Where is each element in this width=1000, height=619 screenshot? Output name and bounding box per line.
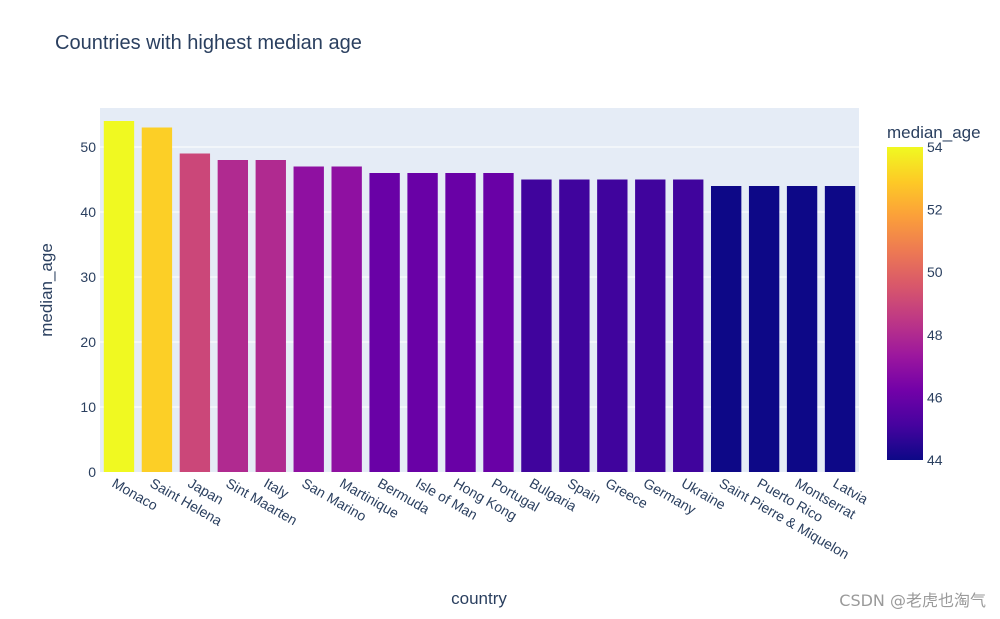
bar (597, 179, 628, 472)
y-tick-label: 10 (80, 399, 96, 415)
colorbar-ticks: 44 46 48 50 52 54 (927, 139, 943, 468)
bar (331, 166, 362, 472)
bar (255, 160, 286, 472)
bar (824, 186, 856, 472)
bar (483, 173, 514, 472)
colorbar-tick-label: 50 (927, 264, 943, 280)
colorbar-title: median_age (887, 123, 981, 142)
colorbar-tick-label: 54 (927, 139, 943, 155)
y-tick-label: 0 (88, 464, 96, 480)
x-axis-title: country (451, 589, 507, 608)
y-axis-ticks: 0 10 20 30 40 50 (80, 139, 96, 480)
colorbar-tick-label: 48 (927, 327, 943, 343)
y-tick-label: 20 (80, 334, 96, 350)
bar (635, 179, 666, 472)
x-tick-label: Greece (603, 475, 651, 512)
y-tick-label: 40 (80, 204, 96, 220)
bar (786, 186, 818, 472)
bar (217, 160, 249, 472)
bar (369, 173, 400, 472)
bar (559, 179, 590, 472)
y-tick-label: 30 (80, 269, 96, 285)
plot-area (100, 108, 859, 472)
bar (141, 127, 173, 472)
colorbar-tick-label: 46 (927, 389, 943, 405)
bar (673, 179, 704, 472)
bar (521, 179, 552, 472)
x-tick-label: Sint Maarten (223, 475, 300, 529)
colorbar-tick-label: 52 (927, 202, 943, 218)
y-tick-label: 50 (80, 139, 96, 155)
colorbar: median_age 44 46 48 50 52 54 (887, 123, 981, 468)
bars (103, 121, 856, 472)
bar (748, 186, 780, 472)
y-axis-title: median_age (37, 243, 56, 337)
bar (293, 166, 324, 472)
bar (710, 186, 742, 472)
bar (103, 121, 135, 472)
colorbar-gradient (887, 147, 923, 460)
bar (179, 153, 211, 472)
chart-title: Countries with highest median age (55, 32, 362, 54)
bar (407, 173, 438, 472)
watermark: CSDN @老虎也淘气 (839, 591, 986, 610)
bar (445, 173, 476, 472)
colorbar-tick-label: 44 (927, 452, 943, 468)
